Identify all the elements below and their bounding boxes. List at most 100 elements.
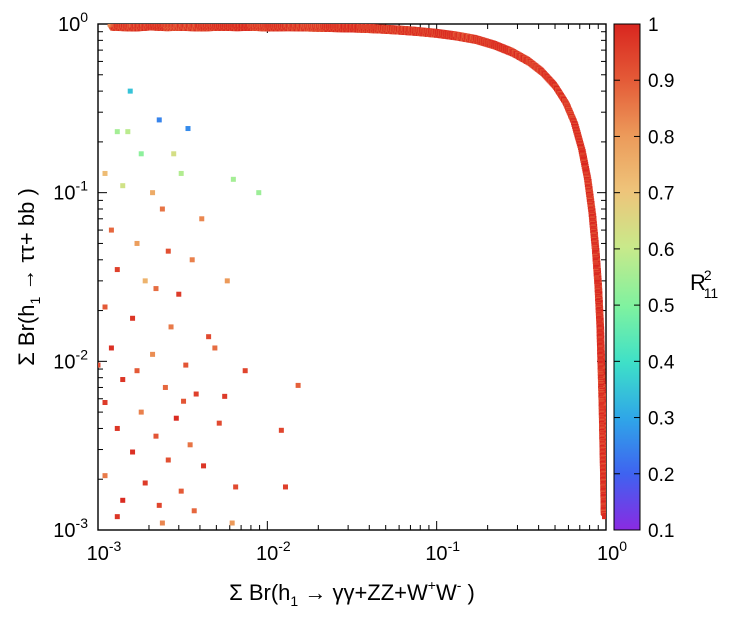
scatter-point bbox=[138, 151, 144, 157]
scatter-point bbox=[173, 415, 179, 421]
scatter-point bbox=[183, 362, 189, 368]
plot-area bbox=[97, 23, 607, 531]
colorbar-tick-label: 0.2 bbox=[648, 465, 674, 486]
scatter-point bbox=[193, 391, 199, 397]
scatter-point bbox=[142, 480, 148, 486]
x-title-w2: W bbox=[436, 580, 457, 605]
scatter-point bbox=[120, 183, 126, 189]
scatter-point bbox=[156, 502, 162, 508]
scatter-point bbox=[191, 508, 197, 514]
scatter-point bbox=[206, 334, 212, 340]
colorbar-label-base: R bbox=[690, 270, 706, 295]
tick-labels: 10-3 10-2 10-1 100 10-3 10-2 10-1 100 bbox=[53, 9, 627, 565]
scatter-point bbox=[168, 324, 174, 330]
scatter-point bbox=[201, 463, 207, 469]
scatter-point bbox=[138, 409, 144, 415]
scatter-point bbox=[199, 216, 205, 222]
scatter-point bbox=[142, 278, 148, 284]
scatter-point bbox=[176, 291, 182, 297]
scatter-point bbox=[230, 176, 236, 182]
scatter-point bbox=[159, 206, 165, 212]
scatter-point bbox=[130, 315, 136, 321]
scatter-point bbox=[153, 286, 159, 292]
y-tick-label: 100 bbox=[58, 9, 88, 36]
x-title-sup2: - bbox=[457, 577, 462, 593]
scatter-point bbox=[120, 377, 126, 383]
scatter-point bbox=[162, 384, 168, 390]
colorbar-tick-label: 0.5 bbox=[648, 296, 674, 317]
scatter-point bbox=[185, 126, 191, 132]
y-tick-label: 10-3 bbox=[53, 515, 88, 542]
scatter-point bbox=[108, 345, 114, 351]
colorbar-label-sup: 2 bbox=[704, 267, 712, 283]
x-title-sup1: + bbox=[428, 577, 436, 593]
y-title-prefix: Σ Br(h bbox=[14, 305, 39, 366]
scatter-point bbox=[159, 520, 165, 526]
colorbar-tick-label: 0.4 bbox=[648, 352, 675, 373]
colorbar-ticks: 0.1 0.2 0.3 0.4 0.5 0.6 0.7 0.8 0.9 1 bbox=[614, 15, 675, 542]
scatter-point bbox=[187, 442, 193, 448]
scatter-point bbox=[189, 257, 195, 263]
scatter-point bbox=[222, 393, 228, 399]
scatter-point bbox=[178, 170, 184, 176]
scatter-point bbox=[224, 278, 230, 284]
scatter-point bbox=[216, 420, 222, 426]
scatter-point bbox=[125, 129, 131, 135]
scatter-point bbox=[98, 362, 101, 368]
scatter-point bbox=[229, 520, 235, 526]
scatter-point bbox=[120, 497, 126, 503]
scatter-point bbox=[153, 433, 159, 439]
scatter-point bbox=[114, 129, 120, 135]
scatter-point bbox=[108, 227, 114, 233]
y-title-suffix: → ττ+ bb ) bbox=[14, 188, 39, 296]
x-title-sub: 1 bbox=[290, 593, 298, 609]
scatter-point bbox=[134, 240, 140, 246]
colorbar-tick-label: 0.7 bbox=[648, 184, 674, 205]
colorbar-label-sub: 11 bbox=[704, 285, 719, 301]
scatter-point bbox=[165, 457, 171, 463]
scatter-point bbox=[278, 427, 284, 433]
scatter-point bbox=[242, 368, 248, 374]
x-tick-label: 10-2 bbox=[256, 538, 291, 565]
scatter-point bbox=[181, 398, 187, 404]
scatter-point bbox=[102, 400, 108, 406]
colorbar-tick-label: 0.6 bbox=[648, 240, 674, 261]
scatter-point bbox=[171, 151, 177, 157]
colorbar bbox=[613, 23, 641, 531]
scatter-point bbox=[150, 351, 156, 357]
scatter-point bbox=[282, 484, 288, 490]
y-title-sub: 1 bbox=[27, 297, 43, 305]
scatter-point bbox=[102, 304, 108, 310]
x-tick-label: 10-1 bbox=[425, 538, 460, 565]
scatter-point bbox=[295, 382, 301, 388]
x-tick-label: 10-3 bbox=[87, 538, 122, 565]
colorbar-tick-label: 0.3 bbox=[648, 409, 674, 430]
y-axis-title: Σ Br(h1 → ττ+ bb ) bbox=[14, 188, 43, 366]
band-point bbox=[602, 514, 606, 520]
scatter-point bbox=[233, 484, 239, 490]
scatter-point bbox=[178, 488, 184, 494]
x-title-middle: → γγ+ZZ+W bbox=[298, 580, 428, 605]
x-axis-title: Σ Br(h1 → γγ+ZZ+W+W- ) bbox=[229, 577, 475, 609]
scatter-point bbox=[114, 425, 120, 431]
colorbar-tick-label: 0.8 bbox=[648, 127, 674, 148]
scatter-point bbox=[130, 449, 136, 455]
y-tick-label: 10-2 bbox=[53, 346, 88, 373]
scatter-point bbox=[156, 117, 162, 123]
scatter-point bbox=[114, 514, 120, 520]
scatter-point bbox=[256, 190, 262, 196]
scatter-point bbox=[127, 88, 133, 94]
scatter-point bbox=[165, 248, 171, 254]
scatter-point bbox=[134, 368, 140, 374]
colorbar-label: R2 11 bbox=[690, 267, 718, 301]
colorbar-tick-label: 0.1 bbox=[648, 521, 674, 542]
x-tick-label: 100 bbox=[597, 538, 627, 565]
scatter-point bbox=[102, 473, 108, 479]
scatter-point bbox=[114, 267, 120, 273]
scatter-point bbox=[212, 345, 218, 351]
scatter-point bbox=[102, 170, 108, 176]
colorbar-tick-label: 0.9 bbox=[648, 71, 674, 92]
scatter-points bbox=[98, 24, 606, 526]
x-title-suffix: ) bbox=[461, 580, 474, 605]
